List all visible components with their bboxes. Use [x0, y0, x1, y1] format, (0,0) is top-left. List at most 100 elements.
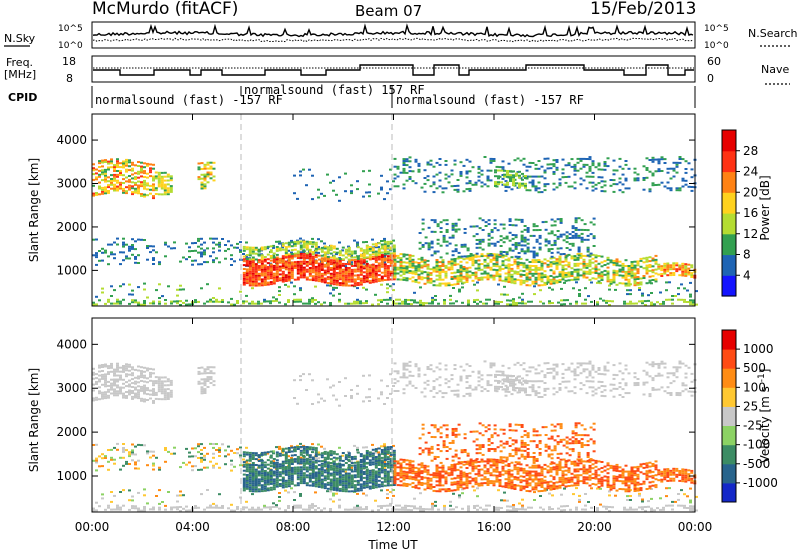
- power-cell: [504, 264, 508, 267]
- velocity-cell: [152, 464, 155, 467]
- velocity-cell: [206, 506, 209, 509]
- velocity-cell: [131, 443, 134, 446]
- velocity-cell: [365, 466, 368, 469]
- power-cell: [648, 260, 652, 263]
- power-cell: [481, 248, 485, 251]
- velocity-cell: [365, 476, 369, 479]
- power-cell: [113, 168, 116, 170]
- power-cell: [272, 280, 276, 283]
- velocity-cell: [149, 367, 152, 370]
- power-cell: [110, 251, 113, 254]
- power-cell: [651, 156, 655, 159]
- power-cell: [302, 270, 306, 273]
- power-cell: [633, 179, 637, 182]
- power-cell: [134, 240, 137, 243]
- velocity-cell: [317, 479, 321, 482]
- power-cell: [116, 170, 119, 172]
- power-cell: [341, 272, 345, 275]
- power-cell: [644, 300, 647, 303]
- power-cell: [242, 253, 245, 255]
- power-cell: [426, 259, 430, 262]
- power-cell: [681, 177, 685, 180]
- power-cell: [510, 281, 514, 284]
- power-cell: [163, 179, 167, 182]
- power-cell: [411, 280, 415, 283]
- power-cell: [125, 257, 128, 260]
- velocity-cell: [332, 488, 336, 491]
- power-cell: [101, 291, 104, 294]
- power-cell: [338, 250, 342, 253]
- power-cell: [532, 254, 536, 257]
- power-cell: [365, 268, 369, 271]
- power-cell: [430, 230, 434, 233]
- power-cell: [386, 259, 390, 262]
- velocity-cell: [347, 484, 351, 487]
- velocity-cell: [575, 487, 578, 490]
- power-cell: [160, 187, 164, 190]
- power-cell: [125, 180, 128, 183]
- velocity-cell: [194, 505, 197, 507]
- velocity-cell: [122, 365, 125, 367]
- velocity-cell: [548, 508, 551, 511]
- power-cell: [651, 259, 655, 262]
- power-cell: [353, 280, 357, 283]
- power-cell: [302, 252, 306, 255]
- power-cell: [245, 278, 249, 281]
- power-cell: [654, 280, 658, 283]
- power-cell: [508, 220, 512, 223]
- power-cell: [624, 272, 628, 275]
- velocity-cell: [518, 502, 521, 505]
- power-cell: [320, 192, 323, 195]
- power-cell: [377, 258, 381, 261]
- power-cell: [553, 224, 557, 227]
- velocity-cell: [287, 471, 291, 474]
- power-cell: [508, 224, 512, 226]
- power-cell: [350, 284, 354, 287]
- power-cell: [576, 270, 580, 273]
- power-cell: [603, 161, 607, 163]
- power-cell: [612, 183, 616, 186]
- velocity-cell: [311, 471, 315, 473]
- velocity-cell: [169, 393, 173, 396]
- power-cell: [511, 243, 515, 246]
- power-cell: [523, 240, 527, 243]
- power-cell: [477, 277, 481, 279]
- power-cell: [320, 303, 323, 306]
- power-cell: [525, 276, 529, 279]
- power-cell: [152, 249, 155, 252]
- power-cell: [104, 174, 107, 177]
- velocity-cell: [347, 478, 351, 481]
- velocity-cell: [125, 395, 128, 397]
- velocity-cell: [278, 471, 282, 474]
- power-cell: [497, 300, 500, 303]
- velocity-cell: [128, 369, 131, 372]
- velocity-cell: [362, 446, 365, 449]
- power-cell: [104, 168, 107, 171]
- power-cell: [467, 301, 470, 304]
- velocity-cell: [107, 460, 110, 463]
- velocity-cell: [113, 394, 116, 397]
- velocity-cell: [119, 506, 122, 509]
- power-cell: [311, 253, 315, 256]
- power-cell: [203, 183, 207, 186]
- power-cell: [200, 243, 203, 246]
- power-cell: [428, 302, 431, 305]
- power-cell: [602, 299, 605, 302]
- power-cell: [311, 271, 315, 274]
- velocity-cell: [266, 475, 270, 478]
- power-cell: [451, 236, 455, 239]
- power-cell: [503, 293, 506, 296]
- power-cell: [523, 236, 527, 239]
- power-cell: [519, 257, 523, 260]
- power-cell: [185, 303, 188, 306]
- power-cell: [576, 161, 580, 164]
- power-cell: [296, 262, 300, 265]
- power-cell: [651, 172, 655, 175]
- power-cell: [281, 265, 285, 267]
- power-cell: [368, 255, 372, 258]
- velocity-cell: [152, 462, 155, 465]
- power-cell: [438, 179, 442, 182]
- power-cell: [441, 261, 445, 264]
- power-cell: [347, 248, 351, 251]
- power-cell: [521, 300, 524, 303]
